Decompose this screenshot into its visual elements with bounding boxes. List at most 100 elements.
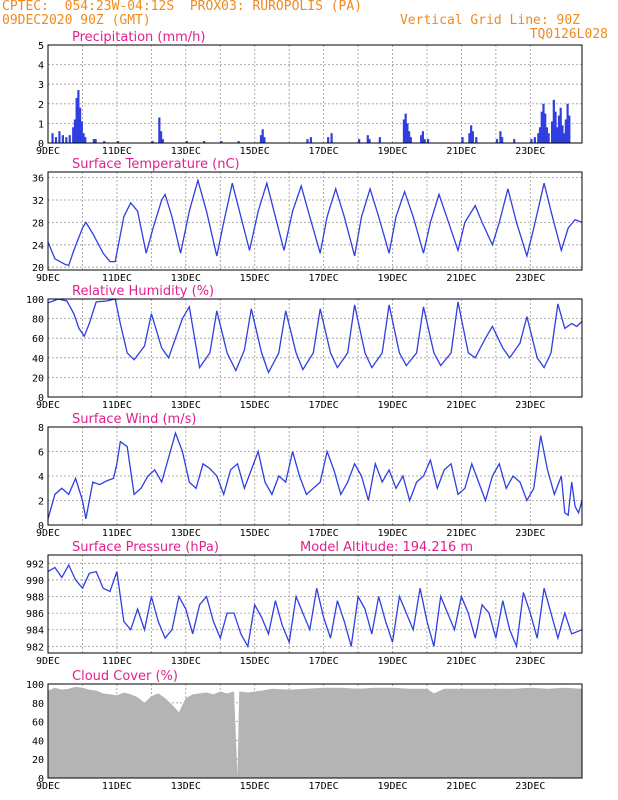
x-tick-label: 19DEC — [377, 656, 407, 667]
x-tick-label: 11DEC — [102, 656, 132, 667]
y-tick-label: 0 — [38, 139, 44, 150]
y-tick-label: 0 — [38, 521, 44, 532]
precip-bar — [75, 97, 78, 143]
x-tick-label: 21DEC — [446, 400, 476, 411]
y-tick-label: 60 — [32, 718, 44, 729]
y-tick-label: 988 — [26, 593, 44, 604]
y-tick-label: 992 — [26, 559, 44, 570]
x-tick-label: 17DEC — [309, 656, 339, 667]
precip-bar — [561, 125, 564, 143]
precip-bar — [556, 127, 559, 143]
rh-series-line — [47, 298, 583, 375]
x-tick-label: 13DEC — [171, 656, 201, 667]
x-tick-label: 21DEC — [446, 656, 476, 667]
panel-frame — [47, 554, 583, 654]
y-tick-label: 2 — [38, 100, 44, 111]
panel-title: Precipitation (mm/h) — [72, 30, 205, 45]
x-tick-label: 11DEC — [102, 146, 132, 157]
x-tick-label: 19DEC — [377, 528, 407, 539]
precip-bar — [151, 141, 154, 143]
precip-bar — [94, 139, 97, 143]
panel-title: Surface Temperature (nC) — [72, 157, 240, 172]
precip-bar — [550, 121, 554, 143]
x-tick-label: 19DEC — [377, 146, 407, 157]
precip-bar — [77, 90, 80, 143]
precip-bar — [84, 137, 87, 143]
panel-title: Surface Wind (m/s) — [72, 412, 196, 427]
x-tick-label: 21DEC — [446, 781, 476, 792]
y-tick-label: 990 — [26, 576, 44, 587]
y-tick-label: 80 — [32, 699, 44, 710]
precip-bar — [82, 133, 85, 143]
y-tick-label: 6 — [38, 448, 44, 459]
precip-bar — [461, 137, 464, 143]
x-tick-label: 17DEC — [309, 400, 339, 411]
precip-bar — [58, 131, 61, 143]
precip-bar — [368, 139, 371, 143]
precip-bar — [544, 113, 547, 143]
precip-bar — [420, 135, 423, 143]
precip-bar — [468, 133, 471, 143]
y-tick-label: 4 — [38, 61, 44, 72]
x-tick-label: 11DEC — [102, 400, 132, 411]
precip-bar — [54, 137, 58, 143]
precip-bar — [564, 119, 567, 143]
precip-bar — [79, 107, 82, 143]
x-tick-label: 19DEC — [377, 781, 407, 792]
precip-bar — [501, 137, 504, 143]
precip-bar — [61, 135, 64, 143]
x-tick-label: 17DEC — [309, 528, 339, 539]
header-run-date: 09DEC2020 90Z (GMT) — [2, 13, 151, 28]
x-tick-label: 23DEC — [515, 781, 545, 792]
precip-bar — [161, 139, 164, 143]
y-tick-label: 80 — [32, 315, 44, 326]
y-tick-label: 2 — [38, 497, 44, 508]
header-location: CPTEC: 054:23W-04:12S PROX03: RUROPOLIS … — [2, 0, 363, 14]
panel-title: Relative Humidity (%) — [72, 284, 214, 299]
precip-bar — [552, 99, 555, 143]
precip-bar — [409, 137, 412, 143]
panel-frame — [47, 298, 583, 398]
x-tick-label: 9DEC — [36, 656, 60, 667]
x-tick-label: 13DEC — [171, 273, 201, 284]
precip-bar — [540, 111, 543, 143]
precip-bar — [68, 135, 71, 143]
y-tick-label: 5 — [38, 41, 44, 52]
x-tick-label: 19DEC — [377, 400, 407, 411]
precip-bar — [73, 119, 77, 143]
wind-series-line — [47, 431, 583, 520]
y-tick-label: 100 — [26, 680, 44, 691]
precip-bar — [185, 141, 189, 143]
y-tick-label: 984 — [26, 626, 44, 637]
x-tick-label: 15DEC — [240, 781, 270, 792]
panel-frame — [47, 44, 583, 144]
x-tick-label: 9DEC — [36, 273, 60, 284]
precip-bar — [203, 141, 206, 143]
x-tick-label: 17DEC — [309, 146, 339, 157]
precip-bar — [421, 131, 424, 143]
y-tick-label: 32 — [32, 196, 44, 207]
precip-bar — [103, 141, 106, 143]
y-tick-label: 3 — [38, 80, 44, 91]
x-tick-label: 9DEC — [36, 528, 60, 539]
y-tick-label: 8 — [38, 423, 44, 434]
precip-bar — [499, 131, 502, 143]
precip-bar — [530, 139, 533, 143]
panel-frame — [47, 426, 583, 526]
x-tick-label: 9DEC — [36, 781, 60, 792]
x-tick-label: 23DEC — [515, 400, 545, 411]
precip-bar — [471, 131, 474, 143]
panel-title: Surface Pressure (hPa) — [72, 540, 219, 555]
x-tick-label: 21DEC — [446, 528, 476, 539]
y-tick-label: 982 — [26, 642, 44, 653]
precip-bar — [366, 135, 369, 143]
precip-bar — [92, 139, 95, 143]
x-tick-label: 13DEC — [171, 781, 201, 792]
cloud-cover-area — [48, 686, 582, 778]
x-tick-label: 21DEC — [446, 146, 476, 157]
x-tick-label: 13DEC — [171, 400, 201, 411]
temp-series-line — [47, 177, 583, 267]
panel-frame — [47, 683, 583, 779]
x-tick-label: 15DEC — [240, 400, 270, 411]
y-tick-label: 0 — [38, 393, 44, 404]
